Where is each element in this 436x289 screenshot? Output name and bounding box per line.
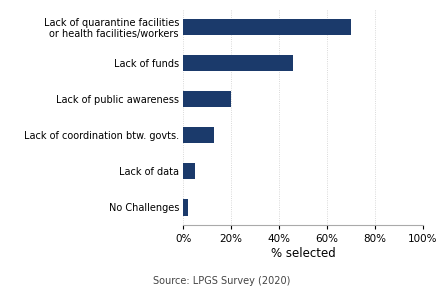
Bar (183, 127, 214, 143)
Bar (183, 199, 188, 216)
Bar (183, 55, 293, 71)
Bar (183, 91, 231, 107)
X-axis label: % selected: % selected (271, 247, 335, 260)
Bar (183, 18, 351, 35)
Text: Source: LPGS Survey (2020): Source: LPGS Survey (2020) (153, 276, 290, 286)
Bar (183, 163, 195, 179)
